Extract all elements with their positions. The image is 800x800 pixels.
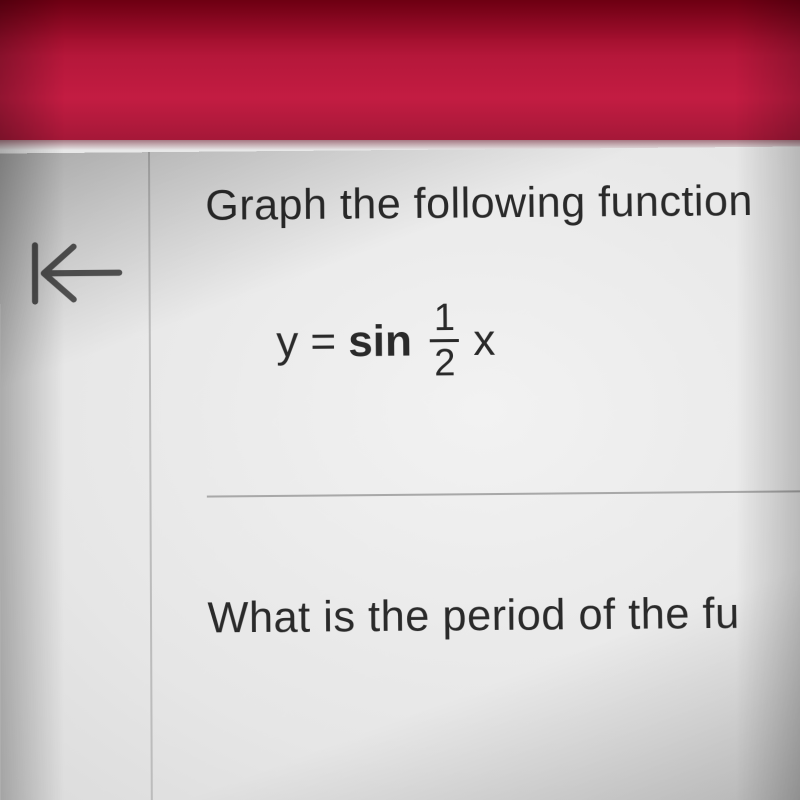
- equation-variable: x: [473, 315, 496, 365]
- app-header-banner: [0, 0, 800, 140]
- equation-fraction: 1 2: [430, 299, 460, 383]
- equation-lhs: y: [276, 317, 298, 367]
- fraction-denominator: 2: [430, 342, 460, 383]
- back-to-start-button[interactable]: [10, 232, 141, 313]
- sidebar: [0, 152, 153, 800]
- period-question-text: What is the period of the fu: [207, 589, 800, 644]
- equation-function: sin: [348, 316, 412, 367]
- viewport: Graph the following function y = sin 1 2…: [0, 0, 800, 800]
- content-area: Graph the following function y = sin 1 2…: [150, 147, 800, 800]
- equation-equals: =: [310, 316, 336, 367]
- fraction-numerator: 1: [430, 299, 460, 339]
- instruction-text: Graph the following function: [205, 177, 800, 231]
- equation: y = sin 1 2 x: [276, 296, 800, 384]
- go-to-start-icon: [20, 237, 130, 308]
- section-divider: [207, 490, 800, 498]
- problem-page: Graph the following function y = sin 1 2…: [0, 147, 800, 800]
